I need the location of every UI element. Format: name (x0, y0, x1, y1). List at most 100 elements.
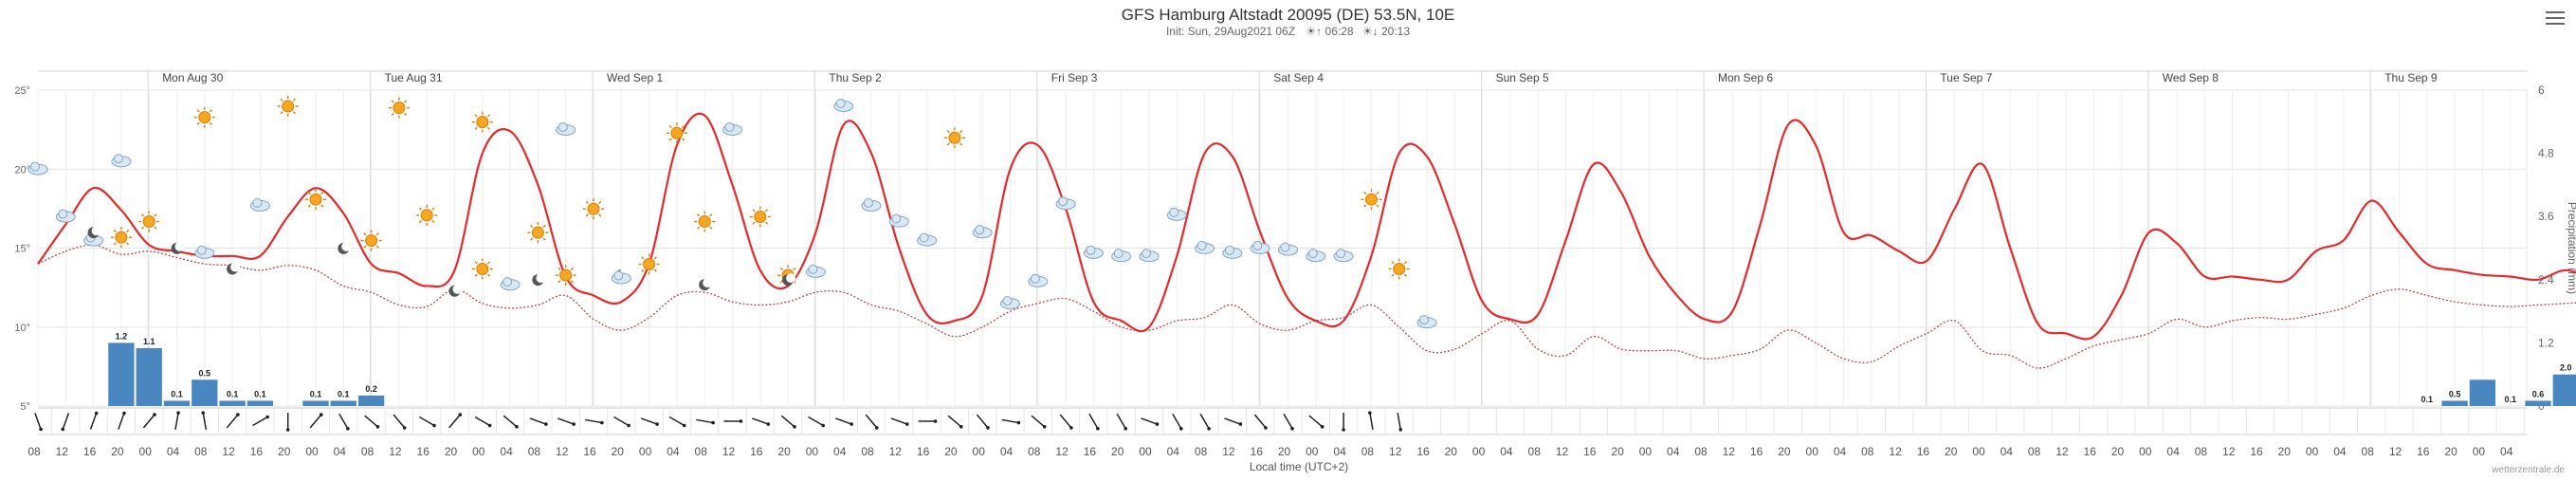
x-tick-hour: 12 (56, 445, 69, 458)
wind-arrow (585, 418, 602, 424)
sun-ray (140, 226, 145, 230)
sun-ray (320, 191, 324, 195)
sun-ray (946, 142, 950, 146)
sun-ray (474, 114, 478, 118)
day-label: Thu Sep 2 (829, 71, 882, 84)
sun-ray (292, 98, 296, 102)
sun-ray (486, 114, 491, 118)
sun-ray (542, 224, 546, 229)
credit-label: wetterzentrale.de (2492, 465, 2565, 475)
x-tick-hour: 00 (2306, 445, 2319, 458)
sun-ray (557, 267, 561, 270)
wind-arrow (1308, 415, 1324, 428)
wind-arrow-head (1290, 426, 1294, 431)
y-tick-right: 1.2 (2538, 336, 2554, 349)
x-tick-hour: 20 (2111, 445, 2125, 458)
wind-arrow-head (1155, 422, 1160, 426)
sun-ray (1376, 204, 1379, 208)
sun-ray (140, 213, 145, 217)
sun-icon (309, 193, 322, 206)
x-tick-hour: 12 (1055, 445, 1069, 458)
day-label: Mon Aug 30 (162, 71, 223, 84)
wind-arrow (1141, 417, 1158, 425)
wind-arrow (1199, 413, 1210, 430)
sun-ray (154, 213, 157, 217)
wind-arrow (118, 413, 125, 430)
sun-ray (668, 125, 672, 129)
x-tick-hour: 04 (1500, 445, 1513, 458)
wind-arrow (448, 414, 461, 429)
wind-arrow-head (61, 427, 65, 432)
x-tick-hour: 04 (2500, 445, 2513, 458)
x-tick-hour: 08 (1694, 445, 1708, 458)
sun-ray (779, 267, 783, 270)
x-tick-hour: 04 (667, 445, 680, 458)
sun-ray (391, 112, 394, 116)
x-tick-hour: 20 (944, 445, 958, 458)
x-tick-hour: 08 (1528, 445, 1542, 458)
moon-shade (452, 284, 463, 294)
x-tick-hour: 08 (27, 445, 41, 458)
wind-arrow-head (1124, 426, 1127, 431)
sun-ray (474, 273, 478, 277)
x-tick-hour: 04 (167, 445, 180, 458)
precipitation-label: 0.6 (2532, 389, 2545, 398)
precipitation-bar (357, 395, 385, 406)
sun-ray (696, 213, 701, 217)
precipitation-label: 0.1 (254, 389, 266, 398)
sun-ray (653, 268, 657, 272)
x-tick-hour: 12 (2055, 445, 2069, 458)
x-tick-hour: 20 (2278, 445, 2292, 458)
x-tick-hour: 16 (1583, 445, 1597, 458)
sun-ray (653, 256, 657, 260)
wind-arrow-head (1264, 426, 1268, 430)
wind-arrow-head (515, 424, 519, 429)
x-tick-hour: 20 (612, 445, 625, 458)
sun-ray (1391, 273, 1395, 277)
sun-ray (126, 229, 130, 233)
wind-arrow-head (544, 422, 548, 426)
sun-ray (682, 138, 685, 141)
wind-arrow-head (655, 422, 659, 426)
precipitation-label: 1.1 (143, 337, 155, 346)
cloud-puff (58, 209, 68, 219)
sun-icon (587, 202, 600, 215)
sun-icon (198, 111, 211, 124)
sun-ray (1376, 191, 1379, 195)
sunrise-icon: ☀︎↑ (1306, 25, 1323, 38)
wind-arrow (834, 417, 852, 425)
x-tick-hour: 20 (1445, 445, 1458, 458)
wind-arrow-head (346, 426, 350, 431)
sun-ray (209, 109, 213, 113)
sun-icon (948, 131, 961, 144)
wind-arrow (502, 415, 518, 428)
wind-arrow-head (39, 427, 43, 432)
precipitation-bar (192, 379, 218, 406)
wind-arrow (557, 417, 575, 425)
cloud-puff (724, 121, 735, 132)
wind-arrow (142, 414, 155, 429)
wind-arrow-head (176, 411, 180, 415)
moon-shade (536, 273, 546, 284)
x-tick-hour: 04 (1167, 445, 1180, 458)
y-tick-left: 10° (14, 323, 30, 334)
chart-menu-button[interactable] (2546, 11, 2565, 27)
sun-ray (641, 256, 645, 260)
x-tick-hour: 08 (2028, 445, 2041, 458)
cloud-puff (613, 270, 624, 281)
x-tick-hour: 04 (1000, 445, 1014, 458)
cloud-puff (502, 277, 513, 287)
sun-ray (196, 109, 200, 113)
wind-arrow-head (600, 420, 604, 425)
sun-ray (280, 98, 283, 102)
sunset-icon: ☀︎↓ (1361, 25, 1379, 38)
y-tick-right: 3.6 (2538, 210, 2554, 223)
x-tick-hour: 08 (528, 445, 541, 458)
x-tick-hour: 08 (1361, 445, 1375, 458)
x-tick-hour: 00 (806, 445, 819, 458)
x-tick-hour: 00 (639, 445, 652, 458)
wind-arrow-head (1368, 411, 1372, 415)
sun-ray (752, 221, 756, 225)
x-tick-hour: 16 (417, 445, 430, 458)
moon-shade (174, 241, 185, 251)
